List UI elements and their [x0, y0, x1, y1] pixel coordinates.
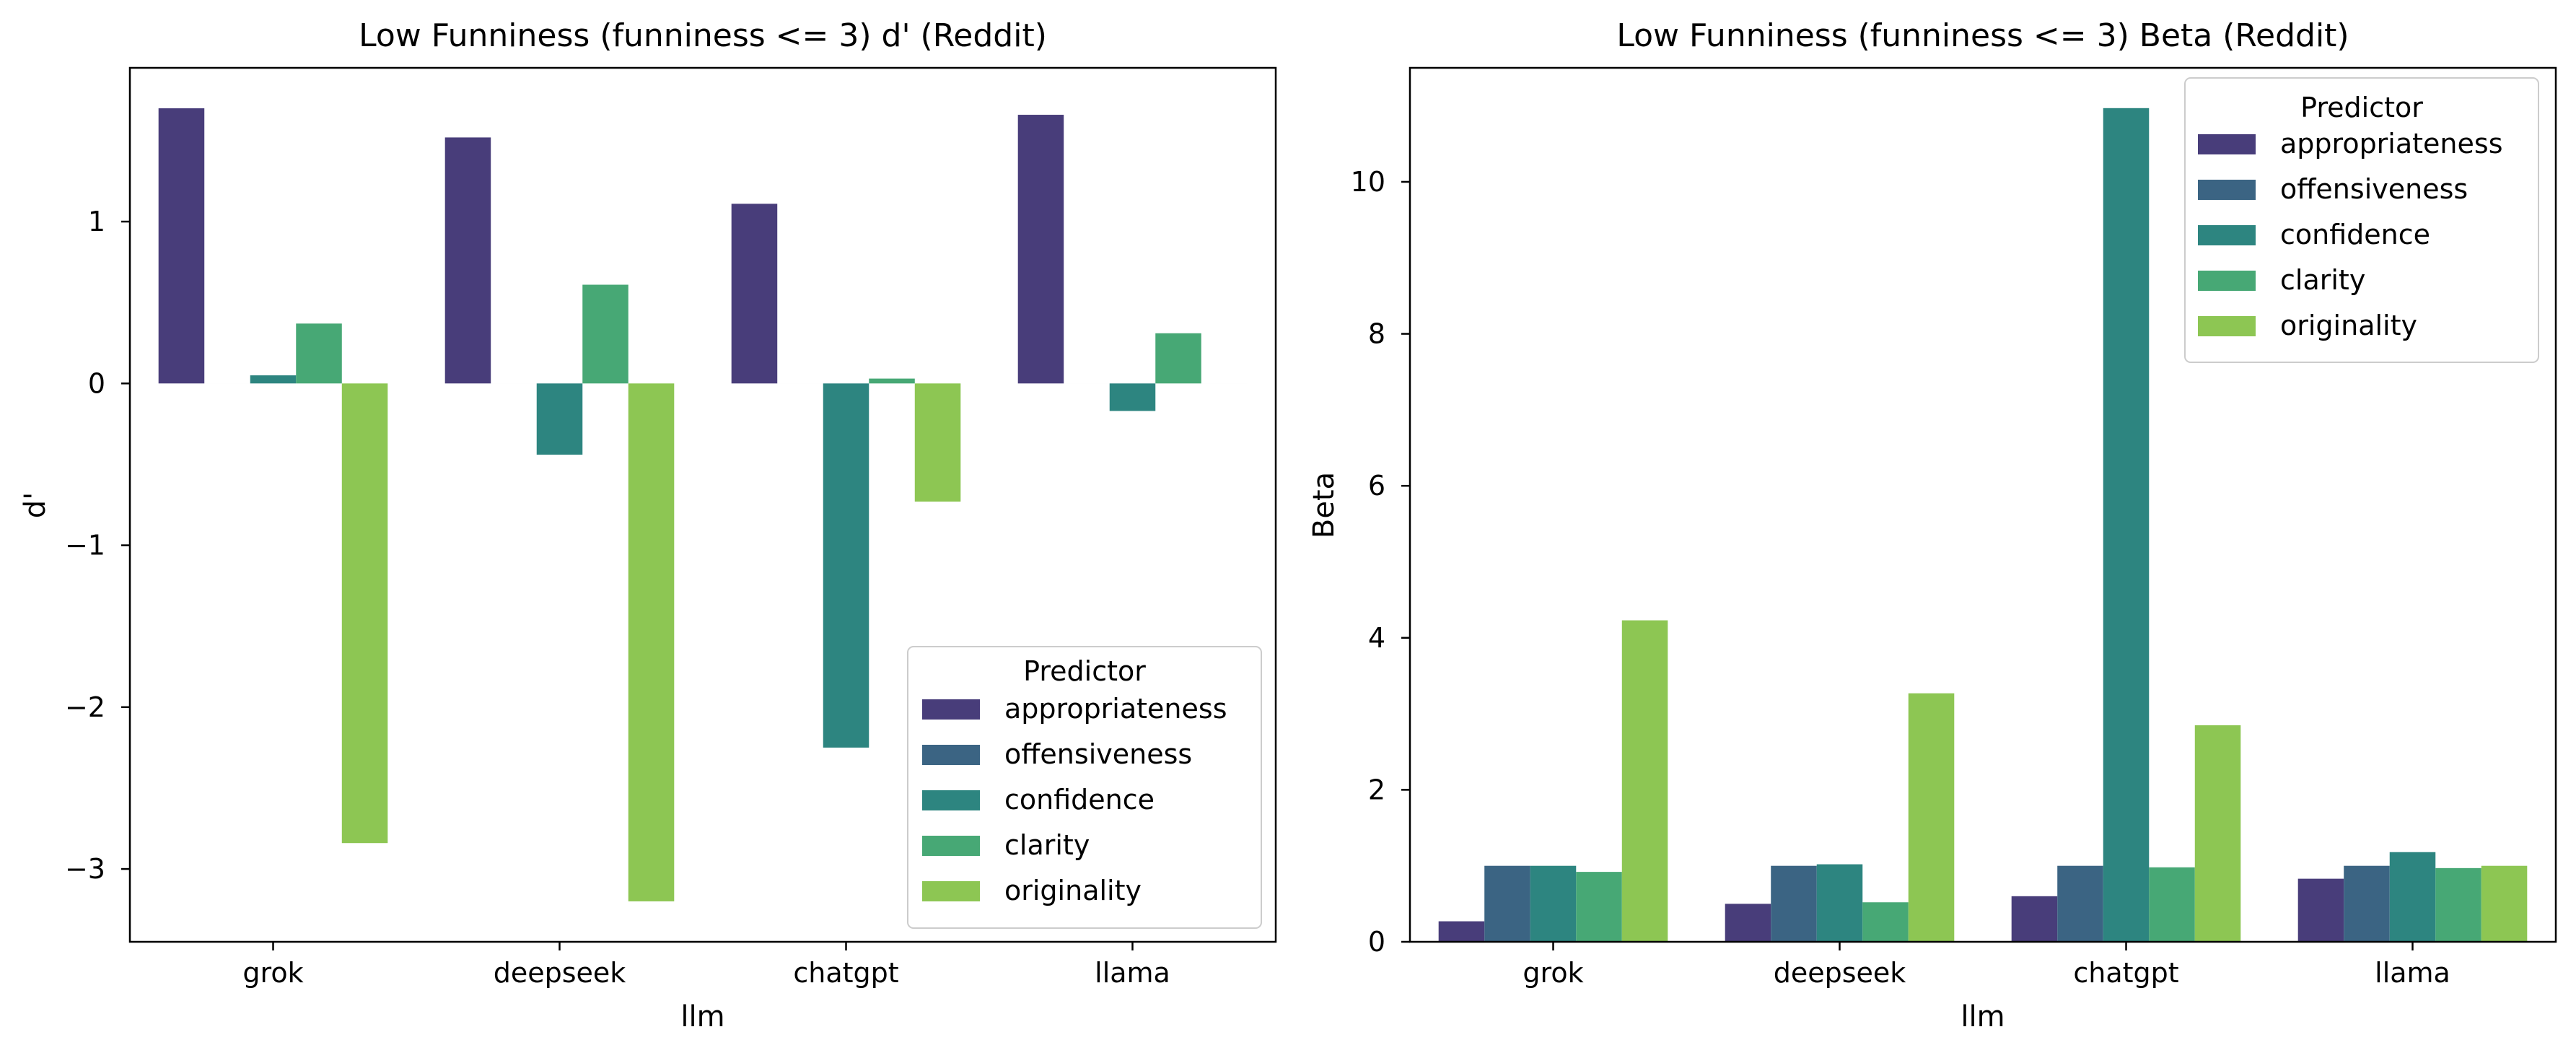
legend-label-offensiveness: offensiveness: [1004, 738, 1192, 770]
bar-deepseek-clarity: [1862, 902, 1909, 942]
bar-grok-appropriateness: [158, 108, 205, 384]
x-axis-label: llm: [1961, 1000, 2005, 1033]
bar-grok-appropriateness: [1438, 921, 1485, 942]
legend-label-clarity: clarity: [1004, 829, 1090, 861]
chart-title: Low Funniness (funniness <= 3) d' (Reddi…: [359, 17, 1047, 54]
bar-chatgpt-offensiveness: [2057, 865, 2103, 942]
chart-title: Low Funniness (funniness <= 3) Beta (Red…: [1616, 17, 2349, 54]
legend-title: Predictor: [1023, 655, 1146, 687]
legend: Predictor appropriateness offensiveness co…: [2184, 77, 2539, 363]
bar-deepseek-confidence: [536, 383, 583, 455]
y-tick-label: −1: [65, 530, 105, 561]
bar-deepseek-clarity: [582, 284, 628, 384]
plot-frame: [1409, 66, 2557, 943]
x-tick-label: grok: [1523, 957, 1583, 989]
legend-swatch-appropriateness: [922, 699, 980, 720]
legend-label-clarity: clarity: [2280, 264, 2365, 296]
legend-items: appropriateness offensiveness confidence cl…: [922, 693, 1227, 906]
bar-grok-clarity: [1576, 872, 1622, 942]
bar-llama-confidence: [2389, 852, 2436, 942]
legend-label-appropriateness: appropriateness: [1004, 693, 1227, 725]
y-tick-label: 2: [1368, 774, 1385, 805]
bar-llama-clarity: [2435, 867, 2481, 942]
bar-group: [1438, 108, 2528, 942]
legend-swatch-confidence: [2198, 225, 2256, 245]
bar-chatgpt-appropriateness: [2011, 896, 2058, 942]
y-tick-label: 1: [88, 206, 105, 237]
bar-grok-confidence: [250, 375, 297, 384]
bar-grok-originality: [1621, 620, 1668, 942]
legend-swatch-clarity: [2198, 271, 2256, 291]
legend-swatch-originality: [2198, 316, 2256, 336]
bar-llama-confidence: [1109, 383, 1156, 411]
legend-swatch-offensiveness: [2198, 180, 2256, 200]
bar-llama-originality: [2481, 865, 2528, 942]
x-tick-label: deepseek: [494, 957, 626, 989]
x-tick-label: llama: [2375, 957, 2450, 989]
x-tick-label: llama: [1095, 957, 1170, 989]
legend-items: appropriateness offensiveness confidence cl…: [2198, 128, 2503, 341]
bar-group: [158, 108, 1248, 901]
y-tick-label: 8: [1368, 318, 1385, 350]
y-tick-label: 0: [1368, 926, 1385, 958]
plot-frame: [128, 66, 1277, 943]
legend-title: Predictor: [2300, 92, 2423, 123]
legend-label-originality: originality: [2280, 310, 2417, 341]
y-tick-label: −3: [65, 853, 105, 885]
legend: Predictor appropriateness offensiveness co…: [907, 646, 1262, 929]
bar-deepseek-offensiveness: [1771, 865, 1817, 942]
x-tick-label: grok: [242, 957, 303, 989]
bar-llama-appropriateness: [2297, 878, 2344, 942]
legend-label-offensiveness: offensiveness: [2280, 173, 2468, 205]
bar-llama-offensiveness: [2344, 865, 2390, 942]
x-tick-label: deepseek: [1774, 957, 1906, 989]
bar-chatgpt-confidence: [823, 383, 869, 748]
bar-llama-appropriateness: [1017, 115, 1064, 384]
bar-chatgpt-appropriateness: [731, 204, 778, 384]
bar-chatgpt-originality: [2194, 725, 2241, 942]
bar-deepseek-appropriateness: [444, 137, 491, 384]
chart-d-prime: Low Funniness (funniness <= 3) d' (Reddi…: [19, 17, 1277, 1033]
y-tick-label: 0: [88, 367, 105, 399]
x-axis-label: llm: [680, 1000, 724, 1033]
y-tick-label: −2: [65, 691, 105, 723]
legend-swatch-clarity: [922, 836, 980, 856]
bar-deepseek-originality: [1908, 693, 1955, 942]
bar-deepseek-confidence: [1816, 864, 1863, 942]
x-axis-ticks: grok deepseek chatgpt llama: [1523, 942, 2450, 989]
legend-swatch-appropriateness: [2198, 134, 2256, 154]
legend-swatch-confidence: [922, 790, 980, 810]
bar-chatgpt-clarity: [869, 378, 915, 384]
y-axis-ticks: 0 2 4 6 8 10: [1351, 166, 1410, 958]
bar-grok-clarity: [296, 323, 342, 384]
legend-box: [907, 646, 1262, 929]
y-tick-label: 10: [1351, 166, 1385, 198]
chart-beta: Low Funniness (funniness <= 3) Beta (Red…: [1307, 17, 2557, 1033]
y-axis-label: d': [19, 492, 52, 518]
bar-llama-clarity: [1155, 333, 1201, 384]
bar-chatgpt-confidence: [2103, 108, 2150, 942]
bar-deepseek-originality: [628, 383, 675, 901]
y-tick-label: 6: [1368, 470, 1385, 502]
legend-swatch-originality: [922, 881, 980, 901]
bar-chatgpt-clarity: [2149, 867, 2195, 942]
x-axis-ticks: grok deepseek chatgpt llama: [242, 942, 1170, 989]
legend-label-originality: originality: [1004, 875, 1142, 906]
y-axis-ticks: 1 0 −1 −2 −3: [65, 206, 130, 885]
bar-grok-confidence: [1530, 865, 1577, 942]
bar-grok-offensiveness: [1484, 865, 1530, 942]
bar-grok-originality: [341, 383, 388, 844]
legend-box: [2184, 77, 2539, 363]
legend-label-appropriateness: appropriateness: [2280, 128, 2503, 159]
x-tick-label: chatgpt: [2073, 957, 2178, 989]
y-tick-label: 4: [1368, 622, 1385, 654]
bar-chatgpt-originality: [914, 383, 961, 502]
x-tick-label: chatgpt: [793, 957, 898, 989]
legend-label-confidence: confidence: [1004, 784, 1155, 816]
y-axis-label: Beta: [1307, 472, 1341, 538]
legend-label-confidence: confidence: [2280, 219, 2430, 250]
bar-deepseek-appropriateness: [1725, 904, 1771, 942]
legend-swatch-offensiveness: [922, 745, 980, 765]
